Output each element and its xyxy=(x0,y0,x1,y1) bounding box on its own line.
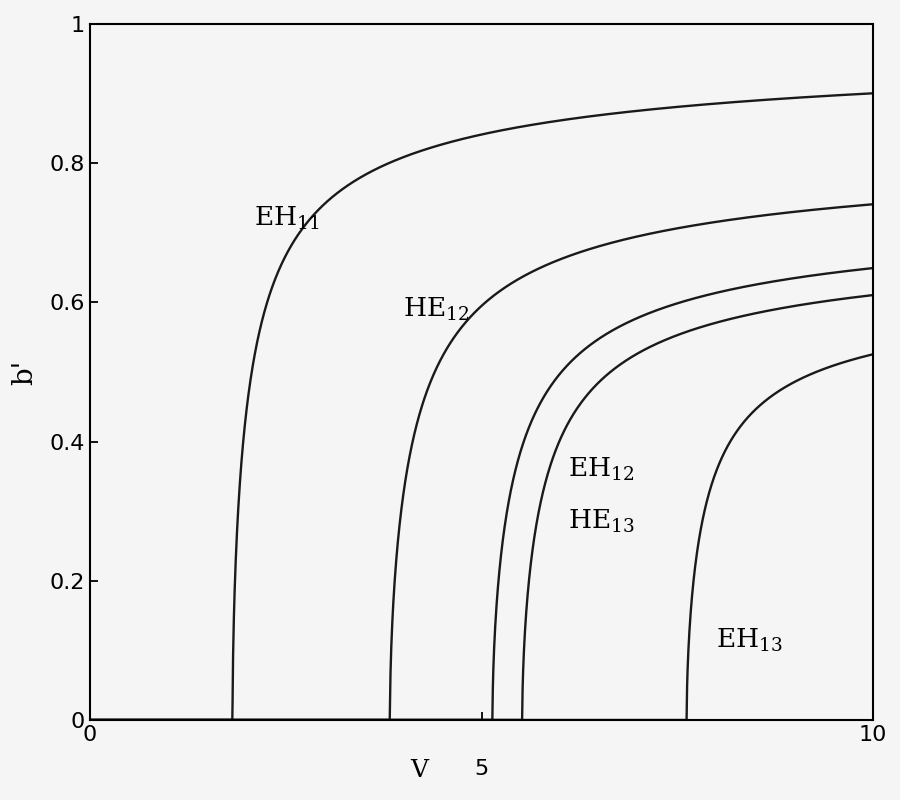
Text: $\mathrm{HE}_{13}$: $\mathrm{HE}_{13}$ xyxy=(568,508,634,535)
Text: $\mathrm{EH}_{11}$: $\mathrm{EH}_{11}$ xyxy=(255,206,320,233)
Text: $\mathrm{EH}_{13}$: $\mathrm{EH}_{13}$ xyxy=(716,626,783,654)
Text: $\mathrm{EH}_{12}$: $\mathrm{EH}_{12}$ xyxy=(568,456,634,483)
Text: $\mathrm{HE}_{12}$: $\mathrm{HE}_{12}$ xyxy=(403,296,470,323)
Text: 5: 5 xyxy=(474,759,489,779)
Y-axis label: b': b' xyxy=(12,359,39,385)
Text: V: V xyxy=(410,759,427,782)
